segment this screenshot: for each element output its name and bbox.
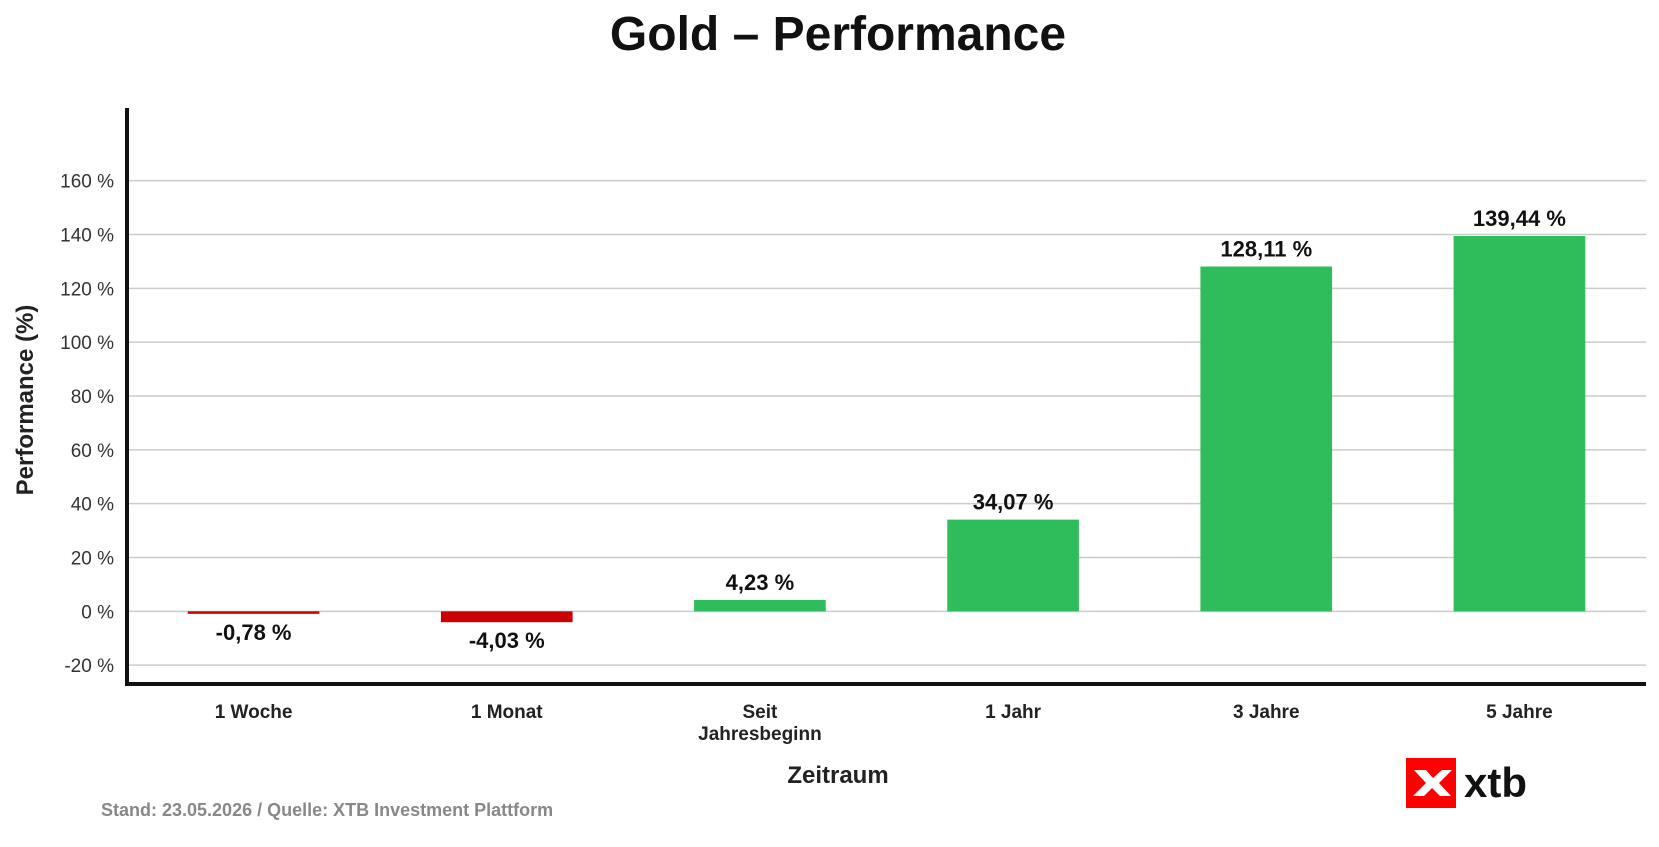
bar	[1200, 266, 1333, 612]
y-tick-label: 0 %	[81, 602, 114, 623]
chart-title: Gold – Performance	[610, 8, 1066, 61]
bars	[187, 236, 1586, 623]
y-tick-label: -20 %	[64, 656, 114, 677]
x-tick-label: Seit Jahresbeginn	[698, 702, 822, 745]
bar	[187, 611, 320, 614]
bar	[440, 611, 573, 623]
x-axis-categories: 1 Woche 1 Monat Seit Jahresbeginn 1 Jahr 3 Ja…	[215, 702, 1553, 745]
y-axis-label: Performance (%)	[12, 305, 39, 496]
bar-value-label: -4,03 %	[469, 628, 545, 653]
xtb-logo-cross-icon	[1413, 770, 1452, 796]
x-tick-label: 1 Jahr	[985, 702, 1042, 723]
x-axis-label: Zeitraum	[787, 762, 888, 789]
bar-value-label: 128,11 %	[1220, 237, 1312, 262]
grid-lines	[127, 179, 1646, 666]
y-tick-label: 120 %	[60, 279, 114, 300]
y-tick-label: 60 %	[71, 441, 114, 462]
source-note: Stand: 23.05.2026 / Quelle: XTB Investme…	[101, 800, 553, 820]
y-tick-label: 40 %	[71, 495, 114, 516]
x-tick-label: 3 Jahre	[1233, 702, 1300, 723]
x-tick-label: 5 Jahre	[1486, 702, 1553, 723]
y-axis-ticks: -20 % 0 % 20 % 40 % 60 % 80 % 100 % 120 % 140 % 1…	[60, 172, 114, 677]
y-tick-label: 100 %	[60, 333, 114, 354]
bar-value-label: 139,44 %	[1473, 206, 1566, 231]
y-tick-label: 80 %	[71, 387, 114, 408]
y-tick-label: 140 %	[60, 226, 114, 247]
bar	[694, 599, 826, 612]
bar-value-label: 34,07 %	[973, 490, 1054, 515]
xtb-logo: xtb	[1406, 758, 1527, 808]
x-tick-label: 1 Monat	[471, 702, 543, 723]
xtb-logo-text: xtb	[1464, 759, 1527, 806]
bar-value-label: 4,23 %	[726, 570, 795, 595]
data-labels: -0,78 % -4,03 % 4,23 % 34,07 % 128,11 % 139,4…	[216, 206, 1566, 653]
y-tick-label: 20 %	[71, 548, 114, 569]
bar	[1453, 236, 1586, 612]
bar	[947, 519, 1079, 612]
x-tick-label: 1 Woche	[215, 702, 293, 723]
y-tick-label: 160 %	[60, 172, 114, 193]
bar-value-label: -0,78 %	[216, 620, 292, 645]
